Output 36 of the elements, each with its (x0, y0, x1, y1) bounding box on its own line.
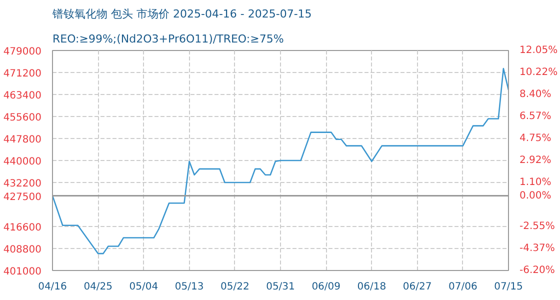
y-tick-label: 427500 (3, 192, 42, 203)
y2-tick-label: 10.22% (520, 67, 558, 78)
x-tick-label: 05/22 (220, 282, 250, 292)
y2-tick-label: 1.10% (520, 177, 552, 188)
x-tick-label: 06/27 (402, 282, 432, 292)
y2-tick-label: 6.57% (520, 111, 552, 122)
y-tick-label: 463400 (3, 90, 42, 102)
y-tick-label: 447800 (3, 134, 42, 146)
y-tick-label: 432200 (3, 178, 42, 190)
y-tick-label: 471200 (3, 68, 42, 80)
x-tick-label: 05/04 (129, 282, 158, 292)
x-tick-label: 07/15 (494, 282, 523, 292)
chart-title: 镨钕氧化物 包头 市场价 2025-04-16 - 2025-07-15 (52, 8, 312, 20)
x-tick-label: 04/25 (84, 282, 113, 292)
x-tick-label: 05/31 (266, 282, 295, 292)
y2-tick-label: -4.37% (520, 242, 555, 254)
y-tick-label: 408800 (3, 244, 42, 256)
y2-tick-label: 4.75% (520, 133, 552, 144)
y2-tick-label: -2.55% (520, 221, 555, 232)
line-series (52, 68, 508, 254)
y2-tick-label: 0.00% (520, 190, 552, 202)
y2-tick-label: 2.92% (520, 155, 552, 166)
y-tick-label: 416600 (3, 222, 42, 234)
x-tick-label: 04/16 (38, 282, 67, 292)
y2-tick-label: 8.40% (520, 89, 552, 100)
y2-tick-label: 12.05% (520, 45, 558, 56)
y-tick-label: 401000 (3, 266, 42, 278)
chart-subtitle: REO:≥99%;(Nd2O3+Pr6O11)/TREO:≥75% (52, 32, 284, 46)
y-tick-label: 440000 (3, 156, 42, 168)
y-tick-label: 479000 (3, 46, 42, 58)
x-tick-label: 05/13 (174, 282, 204, 292)
x-tick-label: 06/09 (312, 282, 341, 292)
y2-tick-label: -6.20% (520, 265, 555, 276)
x-tick-label: 06/18 (357, 282, 386, 292)
x-tick-label: 07/06 (448, 282, 478, 292)
y-tick-label: 455600 (3, 112, 42, 124)
